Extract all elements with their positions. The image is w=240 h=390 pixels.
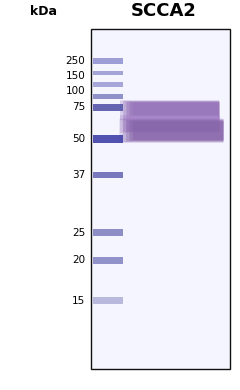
FancyBboxPatch shape xyxy=(126,116,219,132)
Text: 37: 37 xyxy=(72,170,85,180)
FancyBboxPatch shape xyxy=(130,102,219,119)
Bar xyxy=(93,135,123,144)
Bar xyxy=(93,104,123,111)
Text: 75: 75 xyxy=(72,102,85,112)
Bar xyxy=(93,94,123,99)
FancyBboxPatch shape xyxy=(130,117,219,131)
FancyBboxPatch shape xyxy=(126,120,223,142)
FancyBboxPatch shape xyxy=(120,100,219,120)
Bar xyxy=(93,229,123,236)
FancyBboxPatch shape xyxy=(133,117,219,131)
Bar xyxy=(93,297,123,304)
Bar xyxy=(93,58,123,64)
Bar xyxy=(93,172,123,178)
Bar xyxy=(93,71,123,75)
FancyBboxPatch shape xyxy=(123,115,219,132)
Text: 50: 50 xyxy=(72,134,85,144)
FancyBboxPatch shape xyxy=(123,101,219,120)
Text: 250: 250 xyxy=(66,56,85,66)
FancyBboxPatch shape xyxy=(133,103,219,118)
FancyBboxPatch shape xyxy=(126,101,219,119)
Text: 20: 20 xyxy=(72,255,85,265)
Text: SCCA2: SCCA2 xyxy=(130,2,196,20)
Text: 15: 15 xyxy=(72,296,85,306)
Text: kDa: kDa xyxy=(30,5,57,18)
Text: 25: 25 xyxy=(72,228,85,238)
FancyBboxPatch shape xyxy=(120,115,219,133)
Bar xyxy=(93,257,123,264)
Bar xyxy=(91,29,230,369)
Text: 150: 150 xyxy=(66,71,85,81)
FancyBboxPatch shape xyxy=(119,119,223,143)
Text: 100: 100 xyxy=(66,85,85,96)
FancyBboxPatch shape xyxy=(130,121,223,141)
Bar xyxy=(93,82,123,87)
FancyBboxPatch shape xyxy=(123,119,223,142)
FancyBboxPatch shape xyxy=(133,121,223,140)
